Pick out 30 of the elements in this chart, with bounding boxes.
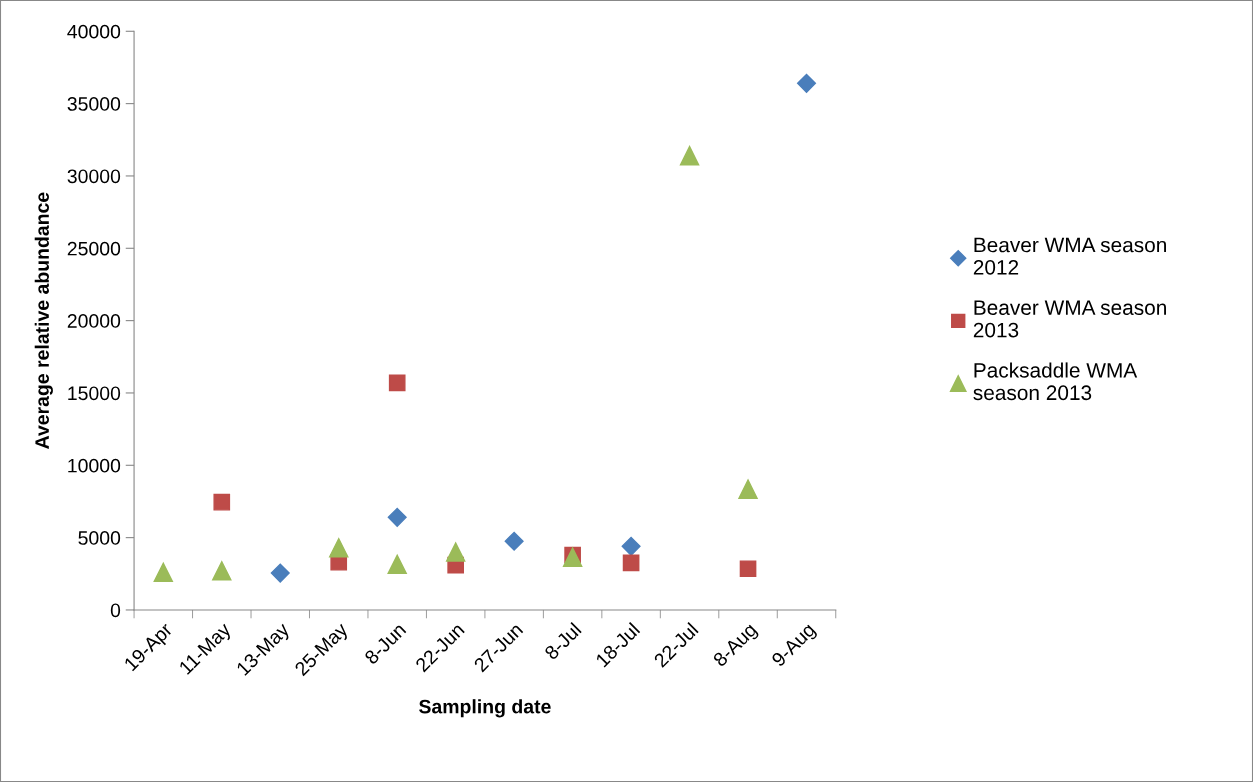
y-tick-label: 15000 bbox=[68, 386, 121, 401]
point bbox=[212, 561, 232, 581]
point bbox=[621, 536, 641, 556]
x-axis-title: Sampling date bbox=[419, 699, 551, 718]
point bbox=[387, 554, 407, 575]
y-tick-label: 25000 bbox=[67, 241, 121, 256]
y-tick-label: 40000 bbox=[67, 24, 121, 39]
y-tick-label: 5000 bbox=[78, 531, 121, 545]
legend-label: Packsaddle WMA season 2013 bbox=[973, 362, 1138, 401]
point bbox=[388, 374, 406, 392]
point bbox=[679, 145, 700, 166]
y-tick-label: 10000 bbox=[68, 458, 121, 473]
y-tick-label: 30000 bbox=[67, 169, 121, 184]
point bbox=[153, 562, 174, 583]
point bbox=[387, 507, 407, 527]
legend-label: Beaver WMA season 2013 bbox=[973, 300, 1166, 338]
point bbox=[329, 538, 349, 558]
point bbox=[622, 554, 640, 572]
y-axis-title: Average relative abundance bbox=[34, 192, 53, 449]
point bbox=[270, 563, 290, 583]
point bbox=[739, 560, 757, 578]
y-tick-label: 20000 bbox=[67, 314, 121, 328]
legend-label: Beaver WMA season 2012 bbox=[973, 237, 1166, 275]
point bbox=[445, 542, 466, 562]
y-tick-label: 35000 bbox=[67, 97, 121, 111]
point bbox=[213, 493, 231, 511]
point bbox=[504, 531, 524, 551]
point bbox=[738, 479, 758, 499]
y-tick-label: 0 bbox=[110, 603, 121, 618]
point bbox=[796, 73, 817, 93]
